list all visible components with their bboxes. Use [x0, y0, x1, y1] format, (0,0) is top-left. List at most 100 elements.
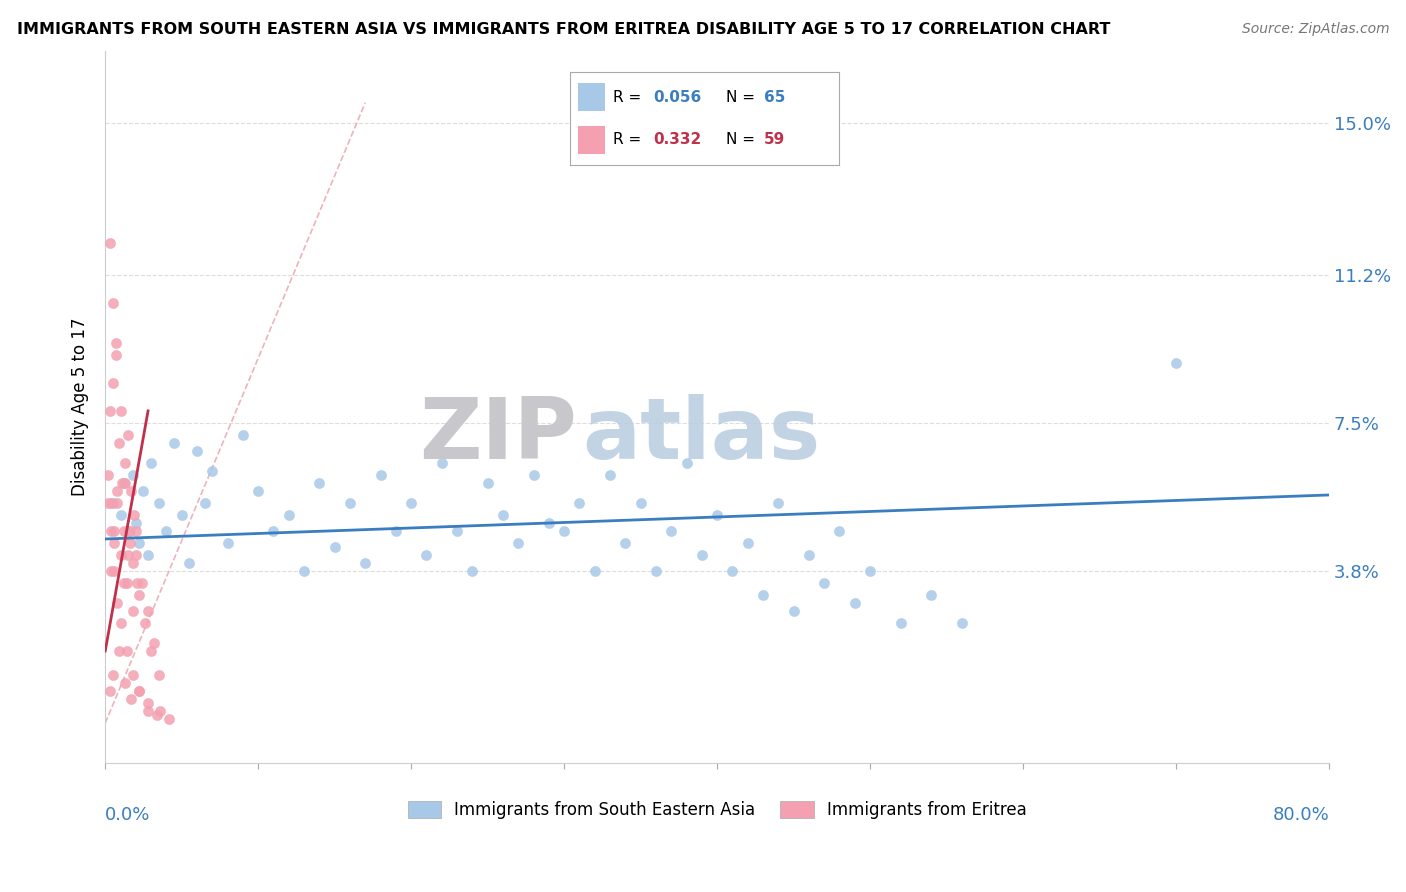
Point: [813, 576, 835, 591]
Point: [112, 576, 135, 591]
Point: [115, 576, 138, 591]
Point: [149, 704, 172, 718]
Point: [170, 508, 193, 522]
Point: [721, 564, 744, 578]
Point: [645, 564, 668, 578]
Point: [148, 496, 170, 510]
Point: [446, 524, 468, 538]
Point: [155, 524, 177, 538]
Point: [117, 548, 139, 562]
Point: [108, 644, 131, 658]
Point: [139, 644, 162, 658]
Point: [277, 508, 299, 522]
Point: [537, 516, 560, 530]
Point: [110, 548, 132, 562]
Point: [110, 508, 132, 522]
Point: [121, 467, 143, 482]
Point: [134, 615, 156, 630]
Point: [117, 524, 139, 538]
Point: [385, 524, 408, 538]
Point: [201, 464, 224, 478]
Text: atlas: atlas: [582, 394, 821, 477]
Text: 0.0%: 0.0%: [105, 805, 150, 824]
Point: [308, 475, 330, 490]
Point: [492, 508, 515, 522]
Point: [797, 548, 820, 562]
Point: [98, 684, 121, 698]
Point: [114, 676, 136, 690]
Point: [108, 436, 131, 450]
Point: [136, 696, 159, 710]
Point: [121, 668, 143, 682]
Point: [675, 456, 697, 470]
Text: IMMIGRANTS FROM SOUTH EASTERN ASIA VS IMMIGRANTS FROM ERITREA DISABILITY AGE 5 T: IMMIGRANTS FROM SOUTH EASTERN ASIA VS IM…: [17, 22, 1111, 37]
Point: [114, 475, 136, 490]
Point: [630, 496, 652, 510]
Point: [103, 524, 125, 538]
Point: [98, 404, 121, 418]
Point: [583, 564, 606, 578]
Point: [104, 348, 127, 362]
Point: [737, 536, 759, 550]
Text: Source: ZipAtlas.com: Source: ZipAtlas.com: [1241, 22, 1389, 37]
Point: [98, 235, 121, 250]
Point: [111, 475, 134, 490]
Point: [100, 496, 122, 510]
Point: [128, 536, 150, 550]
Point: [859, 564, 882, 578]
Point: [950, 615, 973, 630]
Point: [107, 596, 129, 610]
Point: [103, 564, 125, 578]
Point: [136, 604, 159, 618]
Point: [128, 684, 150, 698]
Point: [292, 564, 315, 578]
Point: [100, 524, 122, 538]
Y-axis label: Disability Age 5 to 17: Disability Age 5 to 17: [72, 318, 89, 496]
Point: [143, 636, 166, 650]
Point: [132, 483, 155, 498]
Point: [107, 496, 129, 510]
Text: ZIP: ZIP: [419, 394, 576, 477]
Point: [114, 456, 136, 470]
Point: [690, 548, 713, 562]
Point: [399, 496, 422, 510]
Point: [920, 588, 942, 602]
Point: [127, 576, 149, 591]
Point: [128, 588, 150, 602]
Point: [112, 475, 135, 490]
Point: [125, 548, 148, 562]
Point: [194, 496, 217, 510]
Point: [101, 668, 124, 682]
Point: [110, 615, 132, 630]
Point: [101, 496, 124, 510]
Point: [599, 467, 621, 482]
Point: [844, 596, 866, 610]
Point: [247, 483, 270, 498]
Point: [112, 524, 135, 538]
Point: [124, 508, 146, 522]
Point: [370, 467, 392, 482]
Point: [128, 684, 150, 698]
Point: [120, 692, 142, 706]
Point: [136, 704, 159, 718]
Point: [163, 436, 186, 450]
Point: [125, 516, 148, 530]
Point: [263, 524, 285, 538]
Text: 80.0%: 80.0%: [1272, 805, 1329, 824]
Point: [100, 564, 122, 578]
Legend: Immigrants from South Eastern Asia, Immigrants from Eritrea: Immigrants from South Eastern Asia, Immi…: [401, 795, 1033, 826]
Point: [782, 604, 804, 618]
Point: [159, 712, 181, 726]
Point: [430, 456, 453, 470]
Point: [890, 615, 912, 630]
Point: [136, 548, 159, 562]
Point: [186, 444, 208, 458]
Point: [110, 404, 132, 418]
Point: [706, 508, 728, 522]
Point: [217, 536, 239, 550]
Point: [768, 496, 790, 510]
Point: [121, 604, 143, 618]
Point: [107, 483, 129, 498]
Point: [118, 524, 141, 538]
Point: [146, 708, 169, 723]
